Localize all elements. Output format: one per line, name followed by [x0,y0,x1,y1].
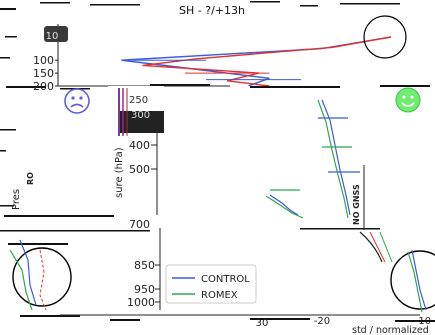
ytick-label-950: 950 [134,283,155,296]
annotation-no-gnss: NO GNSS [352,184,361,225]
legend-control-label: CONTROL [201,274,250,285]
ytick-label-500: 500 [129,163,150,176]
series-line-extra [142,36,392,86]
bottom-right-circle [390,250,435,310]
right-mid-panel [265,99,365,230]
ylabel-fragment-left: Pres [11,189,22,210]
ytick-label-100: 100 [33,54,54,67]
ytick-label-400: 400 [129,139,150,152]
fragment-bands [0,1,435,322]
happy-face-icon [395,87,421,113]
legend-romex-label: ROMEX [201,290,238,301]
middle-panel: 400 500 700 [129,130,158,231]
ytick-label-700: 700 [129,218,150,231]
highlight-circle [363,15,407,59]
sad-face-icon [64,88,90,114]
left-mid-panel: 250 300 [108,86,164,136]
top-series [121,36,392,86]
ytick-label-200: 200 [33,80,54,93]
ytick-label-10: 10 [46,31,59,42]
xtick-label-20: -20 [314,316,330,327]
ylabel-fragment-right: sure (hPa) [114,147,125,198]
bottom-left-circle [12,247,72,307]
annotation-ro: RO [26,172,35,185]
ytick-label-150: 150 [33,67,54,80]
ytick-label-250: 250 [129,95,148,106]
x-axis-label: std / normalized [352,325,429,335]
xtick-labels: 30 -20 -10 [256,316,432,329]
xtick-label-30: 30 [256,318,269,329]
chart-title: SH - ?/+13h [179,4,245,17]
ytick-label-1000: 1000 [127,296,155,309]
legend: CONTROL ROMEX [165,264,257,304]
ytick-label-850: 850 [134,259,155,272]
ytick-label-300: 300 [131,110,150,121]
bottom-panel: 850 950 1000 [9,228,435,316]
xtick-label-10: -10 [415,316,431,327]
